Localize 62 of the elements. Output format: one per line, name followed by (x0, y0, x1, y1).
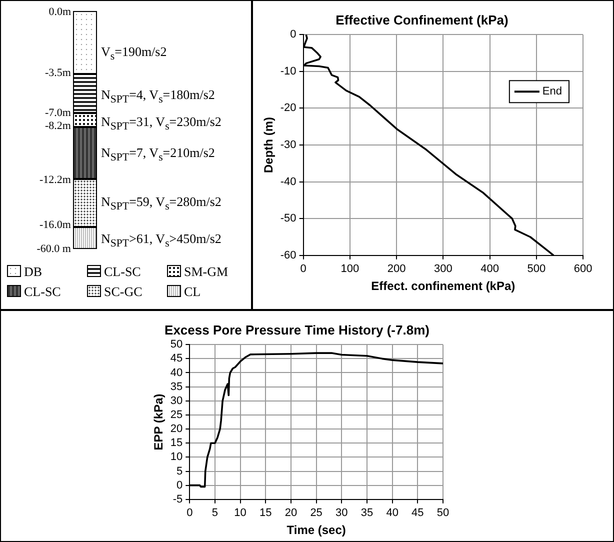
y-tick-label: -30 (280, 139, 296, 152)
x-tick-label: 40 (386, 507, 398, 520)
legend-label: End (542, 86, 562, 98)
y-tick-label: -40 (280, 176, 296, 188)
y-tick-label: 50 (170, 338, 183, 351)
y-tick-label: -20 (280, 102, 296, 114)
text: CL-SC (24, 284, 61, 299)
x-tick-label: 10 (234, 507, 246, 520)
x-tick-label: 300 (434, 263, 452, 276)
x-tick-label: 5 (212, 507, 218, 520)
text: N$_{SPT}$=7, V$_{s}$=210m/s2 (101, 145, 215, 165)
text: CL-SC (104, 264, 141, 279)
x-tick-label: 50 (436, 507, 450, 520)
x-tick-label: 35 (360, 507, 374, 520)
chart-title: Excess Pore Pressure Time History (-7.8m) (164, 322, 430, 338)
text: -60.0 m (36, 243, 71, 256)
text: N$_{SPT}$>61, V$_{s}$>450m/s2 (101, 231, 222, 251)
text: -16.0m (40, 219, 71, 232)
chart-title: Effective Confinement (kPa) (336, 12, 508, 28)
y-tick-label: 20 (170, 423, 183, 436)
text: -8.2m (45, 120, 71, 133)
y-tick-label: 30 (170, 394, 183, 407)
x-tick-label: 30 (336, 507, 348, 520)
x-axis-title: Time (sec) (286, 523, 346, 538)
x-tick-label: 0 (300, 263, 306, 276)
text: -7.0m (45, 107, 71, 120)
text: DB (24, 264, 42, 279)
text: N$_{SPT}$=31, V$_{s}$=230m/s2 (101, 114, 222, 134)
text: N$_{SPT}$=4, V$_{s}$=180m/s2 (101, 87, 215, 107)
x-axis-title: Effect. confinement (kPa) (371, 279, 516, 294)
x-tick-label: 100 (340, 263, 360, 276)
x-tick-label: 200 (387, 263, 406, 276)
x-tick-label: 600 (574, 263, 592, 276)
y-tick-label: 40 (170, 366, 183, 379)
y-tick-label: 5 (176, 465, 183, 478)
text: SC-GC (104, 284, 142, 299)
text: CL (184, 284, 201, 299)
y-tick-label: 10 (170, 451, 183, 464)
y-tick-label: 45 (170, 352, 183, 365)
y-tick-label: 35 (170, 380, 183, 393)
y-tick-label: -10 (280, 65, 296, 78)
text: V$_{s}$=190m/s2 (101, 44, 167, 64)
x-tick-label: 25 (310, 507, 322, 520)
x-tick-label: 15 (260, 507, 272, 520)
x-tick-label: 0 (186, 507, 193, 520)
x-tick-label: 400 (480, 263, 499, 276)
y-axis-title: EPP (kPa) (152, 394, 166, 450)
x-tick-label: 500 (527, 263, 546, 276)
y-axis-title: Depth (m) (262, 117, 276, 173)
y-tick-label: 15 (170, 437, 183, 450)
y-tick-label: -5 (172, 493, 183, 506)
x-tick-label: 45 (412, 507, 424, 520)
y-tick-label: 0 (290, 28, 296, 41)
y-tick-label: 0 (176, 479, 183, 492)
text: -12.2m (40, 174, 71, 187)
text: -3.5m (45, 67, 71, 80)
text: 0.0m (48, 6, 71, 19)
y-tick-label: 25 (170, 408, 183, 421)
y-tick-label: -50 (280, 212, 296, 225)
y-tick-label: -60 (280, 249, 296, 262)
text: SM-GM (184, 264, 228, 279)
text: N$_{SPT}$=59, V$_{s}$=280m/s2 (101, 194, 222, 214)
